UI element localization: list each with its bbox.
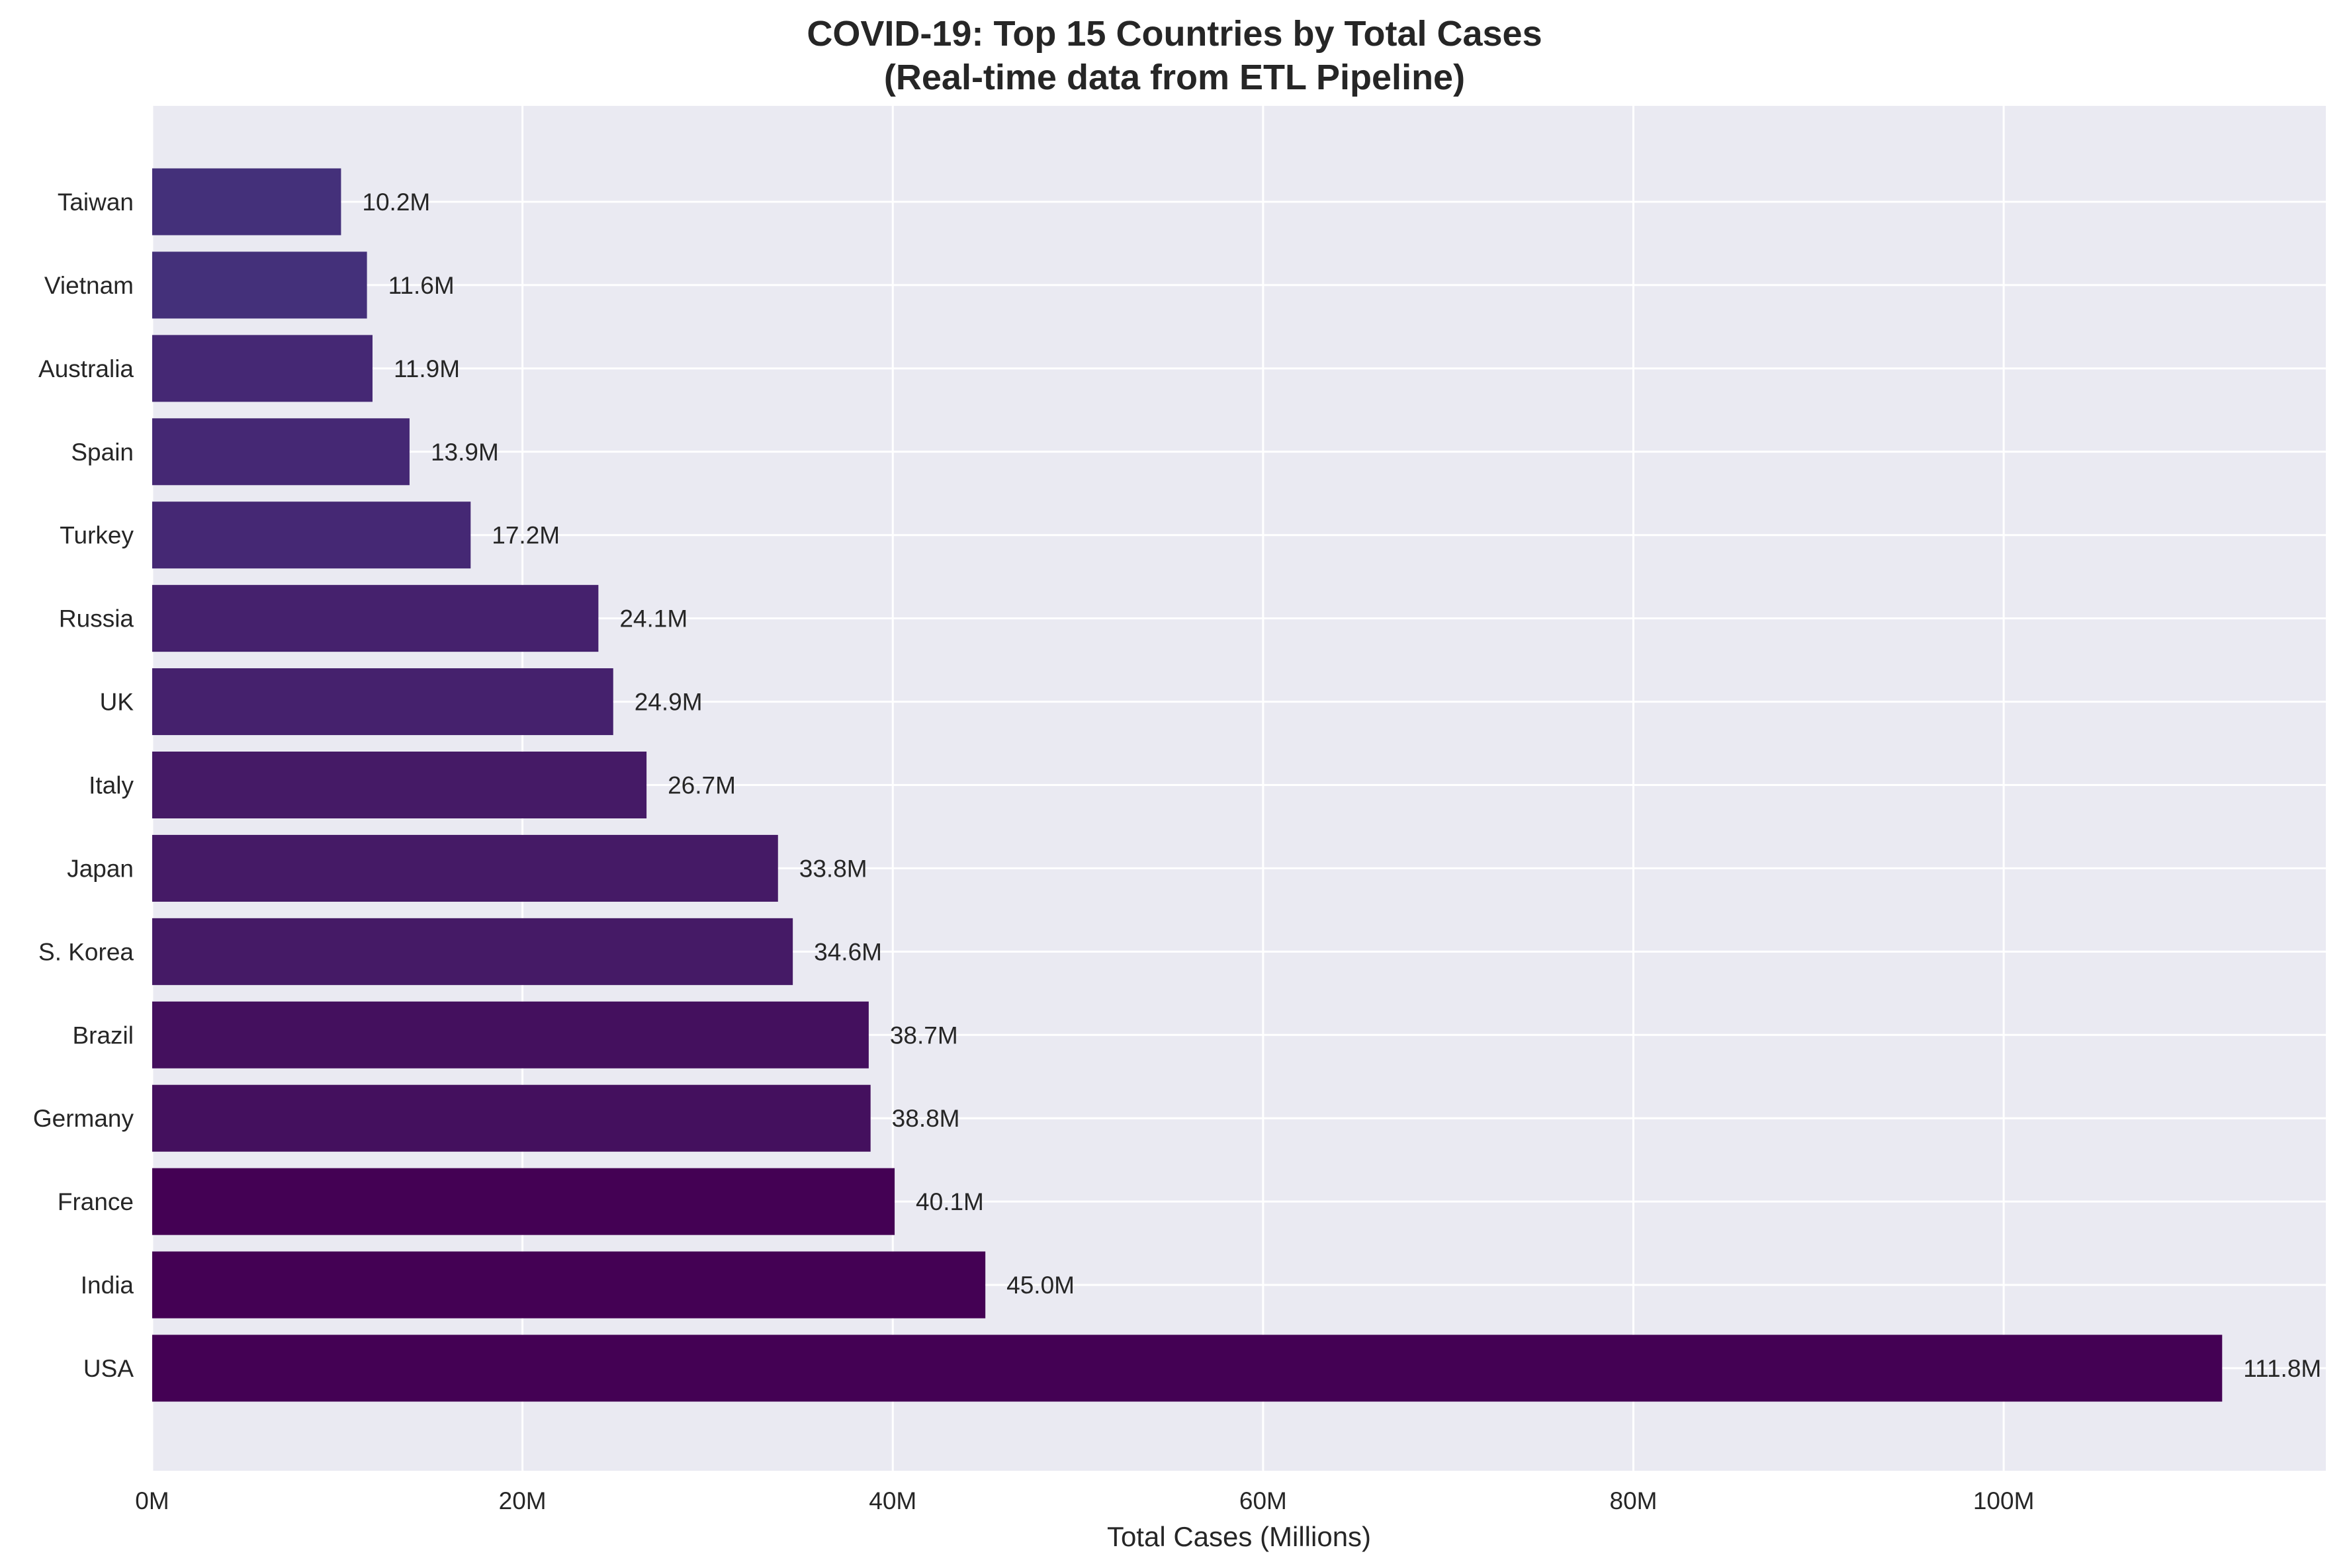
chart-title: COVID-19: Top 15 Countries by Total Case… bbox=[807, 14, 1542, 54]
bar-france bbox=[152, 1168, 895, 1235]
y-tick-label: Japan bbox=[67, 855, 134, 882]
bar-germany bbox=[152, 1084, 871, 1152]
grid-lines bbox=[151, 106, 2326, 1471]
chart-subtitle: (Real-time data from ETL Pipeline) bbox=[883, 58, 1466, 97]
y-tick-label: Vietnam bbox=[44, 272, 134, 299]
bar-value-label: 10.2M bbox=[362, 189, 430, 216]
bar-australia bbox=[152, 335, 373, 402]
bar-s-korea bbox=[152, 918, 793, 985]
y-tick-label: Taiwan bbox=[58, 189, 134, 216]
bar-value-label: 111.8M bbox=[2243, 1355, 2321, 1382]
bar-russia bbox=[152, 585, 599, 652]
bar-value-label: 34.6M bbox=[814, 938, 882, 965]
y-tick-label: Russia bbox=[59, 605, 134, 632]
bar-value-label: 26.7M bbox=[668, 772, 736, 799]
bar-india bbox=[152, 1251, 986, 1319]
bar-uk bbox=[152, 668, 613, 736]
x-tick-label: 100M bbox=[1973, 1487, 2035, 1514]
value-labels: 111.8M 45.0M 40.1M 38.8M 38.7M 34.6M 33.8M 26.7… bbox=[362, 189, 2321, 1382]
bar-italy bbox=[152, 752, 647, 818]
bar-value-label: 24.9M bbox=[635, 689, 703, 716]
bar-value-label: 17.2M bbox=[492, 522, 560, 549]
y-tick-label: Spain bbox=[71, 439, 134, 466]
x-axis-label: Total Cases (Millions) bbox=[1107, 1521, 1371, 1552]
bar-japan bbox=[152, 834, 778, 902]
bar-value-label: 45.0M bbox=[1006, 1272, 1075, 1299]
y-axis: USA India France Germany Brazil S. Korea Japan… bbox=[33, 189, 134, 1382]
bar-brazil bbox=[152, 1001, 869, 1068]
bar-value-label: 33.8M bbox=[799, 855, 867, 882]
x-tick-label: 60M bbox=[1239, 1487, 1287, 1514]
bar-vietnam bbox=[152, 251, 367, 319]
bar-value-label: 40.1M bbox=[916, 1188, 984, 1215]
y-tick-label: Turkey bbox=[60, 522, 134, 549]
y-tick-label: Australia bbox=[38, 355, 134, 382]
y-tick-label: Brazil bbox=[72, 1022, 134, 1049]
bar-value-label: 11.6M bbox=[388, 272, 455, 299]
y-tick-label: Italy bbox=[89, 772, 134, 799]
y-tick-label: Germany bbox=[33, 1105, 134, 1132]
bar-value-label: 24.1M bbox=[619, 605, 687, 632]
y-tick-label: UK bbox=[100, 689, 134, 716]
x-tick-label: 40M bbox=[869, 1487, 916, 1514]
bar-value-label: 38.7M bbox=[890, 1022, 958, 1049]
x-tick-label: 20M bbox=[499, 1487, 547, 1514]
bar-spain bbox=[152, 418, 410, 486]
x-tick-label: 80M bbox=[1610, 1487, 1658, 1514]
bar-usa bbox=[152, 1334, 2223, 1402]
y-tick-label: India bbox=[81, 1272, 134, 1299]
y-tick-label: France bbox=[58, 1188, 134, 1215]
bars bbox=[152, 168, 2223, 1402]
bar-value-label: 38.8M bbox=[892, 1105, 960, 1132]
y-tick-label: S. Korea bbox=[38, 938, 134, 965]
bar-taiwan bbox=[152, 168, 341, 236]
bar-value-label: 13.9M bbox=[431, 439, 499, 466]
bar-turkey bbox=[152, 501, 471, 569]
bar-value-label: 11.9M bbox=[394, 355, 460, 382]
x-axis: 0M 20M 40M 60M 80M 100M bbox=[135, 1487, 2034, 1514]
x-tick-label: 0M bbox=[135, 1487, 169, 1514]
y-tick-label: USA bbox=[83, 1355, 134, 1382]
